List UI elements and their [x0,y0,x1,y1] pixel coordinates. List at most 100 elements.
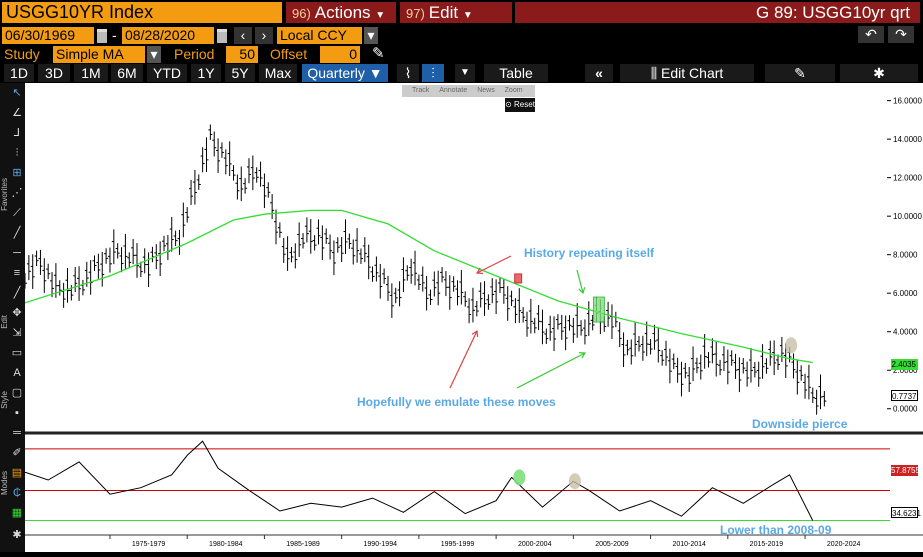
line-icon[interactable]: ╱ [13,227,21,239]
y-tick-label: 8.0000 [893,251,918,260]
fill-icon[interactable]: ▪ [15,407,19,419]
highlight-red [514,273,523,284]
range-button[interactable]: 3D [38,64,70,82]
redo-icon[interactable]: ↷ [888,26,914,43]
prev-period-button[interactable]: ‹ [234,27,252,44]
actions-menu[interactable]: 96) Actions ▼ [286,2,396,23]
offset-field[interactable]: 0 [320,46,360,63]
mode-b-icon[interactable]: ₵ [13,487,21,499]
style-label: Style [0,391,9,409]
frequency-dropdown[interactable]: Quarterly ▼ [302,64,388,82]
upper-band-tag: 57.8755 [891,465,920,476]
study-field[interactable]: Simple MA [53,46,145,63]
end-date-field[interactable]: 08/28/2020 [122,27,214,44]
table-button[interactable]: Table [484,64,548,82]
settings-icon[interactable]: ✱ [12,529,22,541]
range-button[interactable]: 1D [4,64,34,82]
x-tick-label: 1980-1984 [209,541,243,548]
x-tick-label: 1995-1999 [441,541,475,548]
line-weight-icon[interactable]: ═ [13,427,21,439]
move-icon[interactable]: ✥ [12,307,22,319]
reset-label: Reset [514,100,535,109]
track-tool[interactable]: Track [412,87,430,94]
ray-icon[interactable]: ⟋ [13,207,21,219]
study-label: Study [4,46,40,62]
channel-icon[interactable]: ⋰ [11,187,23,199]
collapse-icon[interactable]: « [585,64,613,82]
arrow-red-bottom-head [471,329,479,338]
arrow-red-top-head [475,267,484,275]
bars-icon[interactable]: ⊞ [12,167,22,179]
y-tick-label: 14.0000 [893,135,922,144]
y-tick-label: 4.0000 [893,328,918,337]
undo-icon[interactable]: ↶ [858,26,884,43]
range-button[interactable]: Max [259,64,297,82]
news-tool[interactable]: News [477,87,495,94]
resize-icon[interactable]: ⇲ [12,327,22,339]
y-tick-label: 12.0000 [893,174,922,183]
rectangle-icon[interactable]: ▭ [11,347,23,359]
range-button[interactable]: 1M [74,64,108,82]
range-button[interactable]: YTD [147,64,187,82]
x-tick-label: 2005-2009 [595,541,629,548]
chart-icon: ⫼ [650,65,658,81]
text-icon[interactable]: A [13,367,21,379]
levels-icon[interactable]: ⫶ [15,147,19,159]
dropdown-arrow-icon: ▼ [368,65,383,81]
arrow-red-top [476,255,512,274]
line-chart-icon[interactable]: ⌇ [397,64,419,82]
study-row: Study Simple MA ▾ Period 50 Offset 0 ✎ [0,45,923,63]
next-period-button[interactable]: › [255,27,273,44]
pen-icon[interactable]: ✐ [12,447,22,459]
reset-button[interactable]: ⊙ Reset [505,98,535,112]
y-tick-label: 2.0000 [893,366,918,375]
highlight-green [592,296,605,323]
zoom-tool[interactable]: Zoom [504,87,523,94]
range-button[interactable]: 5Y [225,64,255,82]
gear-icon[interactable]: ✱ [840,64,918,82]
fibonacci-icon[interactable]: ⅃ [13,127,21,139]
edit-chart-button[interactable]: ⫼ Edit Chart [620,64,754,82]
brush-icon[interactable]: ╱ [13,287,21,299]
currency-field[interactable]: Local CCY [277,27,362,44]
mode-a-icon[interactable]: ▤ [11,467,23,479]
multiline-icon[interactable]: ≡ [13,267,21,279]
chart-type-dropdown-icon[interactable]: ▼ [455,64,475,82]
currency-dropdown-icon[interactable]: ▾ [364,27,378,44]
date-row: 06/30/1969 - 08/28/2020 ‹ › Local CCY ▾ … [0,25,923,45]
last-price-tag: 0.7737 [891,390,918,401]
period-field[interactable]: 50 [226,46,258,63]
actions-shortcut: 96) [292,6,311,21]
start-date-field[interactable]: 06/30/1969 [2,27,94,44]
drawing-toolbox: ↖ ∠ ⅃ ⫶ ⊞ ⋰ ⟋ ╱ ─ ≡ ╱ ✥ ⇲ ▭ A ▢ ▪ ═ ✐ ▤ … [0,83,26,552]
hline-icon[interactable]: ─ [13,247,21,259]
annotation-emulate: Hopefully we emulate these moves [357,395,556,409]
trendline-icon[interactable]: ∠ [12,107,22,119]
bar-chart-icon[interactable]: ⫶ [422,64,444,82]
arrow-green-top [576,269,584,294]
draw-icon[interactable]: ✎ [765,64,835,82]
pencil-icon[interactable]: ✎ [372,45,385,62]
highlight-circle [785,337,798,354]
x-tick-label: 1990-1994 [364,541,398,548]
frequency-label: Quarterly [307,65,365,81]
range-button[interactable]: 6M [111,64,143,82]
arrow-green-bottom [516,352,586,389]
chart-svg: 16.0000 14.0000 12.0000 10.0000 8.0000 6.0000… [23,83,923,552]
calendar-icon[interactable] [217,29,227,43]
security-ticker-field[interactable]: USGG10YR Index [2,2,282,23]
pointer-icon[interactable]: ↖ [12,87,22,99]
edit-menu[interactable]: 97) Edit ▼ [400,2,512,23]
chart-mini-toolbar: Track Annotate News Zoom [402,85,535,97]
study-dropdown-icon[interactable]: ▾ [147,46,161,63]
chart-title-text: G 89: USGG10yr qrt [756,3,910,22]
range-button[interactable]: 1Y [191,64,221,82]
annotate-tool[interactable]: Annotate [439,87,468,94]
calendar-icon[interactable] [97,29,107,43]
arrow-green-bottom-head [578,352,587,359]
mode-c-icon[interactable]: ▦ [11,507,23,519]
shape-icon[interactable]: ▢ [11,387,23,399]
edit-chart-label: Edit Chart [661,65,724,81]
time-range-bar: 1D 3D 1M 6M YTD 1Y 5Y Max Quarterly ▼ ⌇ … [0,63,923,83]
chart-area[interactable]: 16.0000 14.0000 12.0000 10.0000 8.0000 6.0000… [23,83,923,552]
